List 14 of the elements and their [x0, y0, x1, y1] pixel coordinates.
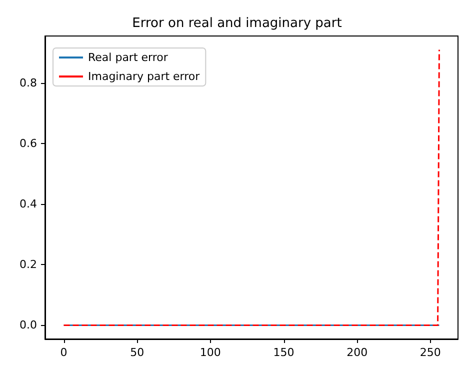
x-tick-label: 100	[200, 346, 221, 359]
chart-title: Error on real and imaginary part	[132, 16, 342, 31]
y-tick-label: 0.0	[20, 318, 37, 332]
y-tick-label: 0.6	[20, 137, 37, 150]
x-tick-label: 250	[420, 346, 441, 359]
y-tick-label: 0.2	[20, 258, 37, 272]
x-tick-label: 0	[60, 346, 68, 359]
y-tick-label: 0.4	[20, 198, 37, 211]
x-tick-label: 50	[130, 346, 144, 359]
legend-label: Imaginary part error	[88, 70, 200, 83]
x-tick-label: 200	[346, 346, 368, 359]
legend-label: Real part error	[88, 51, 168, 64]
y-tick-label: 0.8	[20, 76, 37, 90]
x-tick-label: 150	[273, 346, 294, 359]
